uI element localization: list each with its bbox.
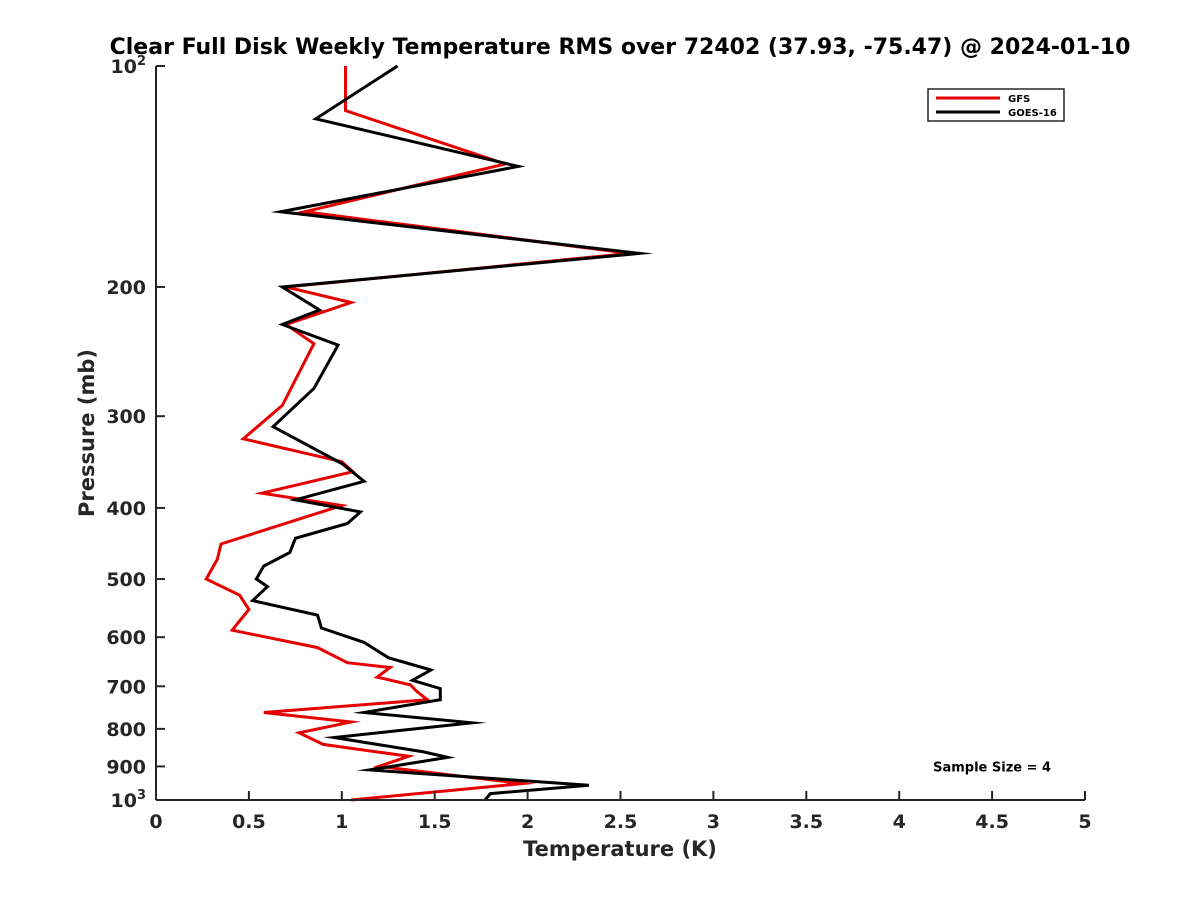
x-tick-label: 3 [707,811,720,833]
x-axis-title: Temperature (K) [523,837,717,861]
x-tick-label: 1.5 [418,811,452,833]
series-line-goes-16 [249,64,654,801]
legend-label: GOES-16 [1008,108,1057,119]
chart-title: Clear Full Disk Weekly Temperature RMS o… [110,35,1131,60]
y-axis-title: Pressure (mb) [75,349,99,517]
y-tick-label: 200 [106,277,146,299]
legend: GFS GOES-16 [927,88,1065,122]
y-tick-label: 400 [106,498,146,520]
x-tick-label: 0 [149,811,162,833]
x-tick-label: 3.5 [789,811,823,833]
series-layer [204,64,654,802]
y-tick-label: 102 [111,54,147,78]
x-tick-label: 2 [521,811,534,833]
y-tick-label: 900 [106,756,146,778]
y-tick-label: 700 [106,676,146,698]
series-line-gfs [204,66,644,802]
y-tick-label: 600 [106,627,146,649]
annotations: Sample Size = 4 [933,760,1051,775]
y-tick-label: 800 [106,719,146,741]
x-tick-label: 4 [893,811,906,833]
x-tick-label: 2.5 [604,811,638,833]
y-tick-label: 103 [111,788,147,812]
legend-box [927,88,1065,122]
legend-label: GFS [1008,94,1030,105]
ticks-layer: 0 0.5 1 1.5 2 2.5 3 3.5 4 4.5 5 102 200 300 400 500 600 7… [106,54,1091,833]
sample-size-label: Sample Size = 4 [933,760,1051,775]
x-tick-label: 4.5 [975,811,1009,833]
x-tick-label: 5 [1078,811,1091,833]
x-tick-label: 0.5 [232,811,266,833]
x-tick-label: 1 [335,811,348,833]
y-tick-label: 500 [106,569,146,591]
y-tick-label: 300 [106,406,146,428]
